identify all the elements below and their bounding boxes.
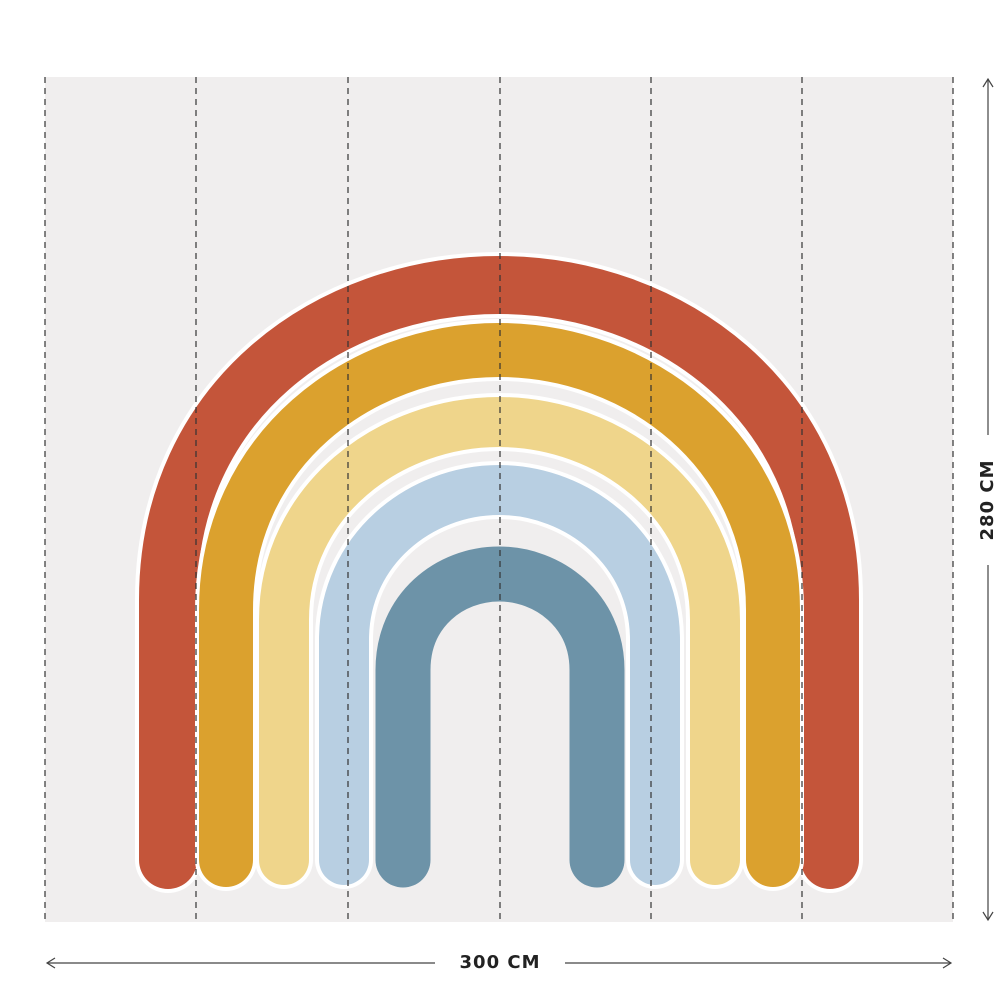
- arch-dark-blue: [375, 546, 625, 888]
- rainbow: [135, 251, 863, 893]
- arrow-head: [982, 77, 994, 88]
- arch-red: [139, 255, 859, 889]
- height-label: 280 CM: [977, 460, 998, 541]
- width-label: 300 CM: [460, 952, 541, 973]
- arch-orange: [199, 322, 800, 887]
- arrow-head: [45, 957, 56, 969]
- arch-light-blue: [319, 464, 680, 885]
- height-arrow: [982, 77, 994, 922]
- arch-yellow: [259, 396, 740, 885]
- panel-seams: [44, 77, 954, 922]
- arrow-head: [982, 911, 994, 922]
- width-arrow: [45, 957, 953, 969]
- arrow-head: [942, 957, 953, 969]
